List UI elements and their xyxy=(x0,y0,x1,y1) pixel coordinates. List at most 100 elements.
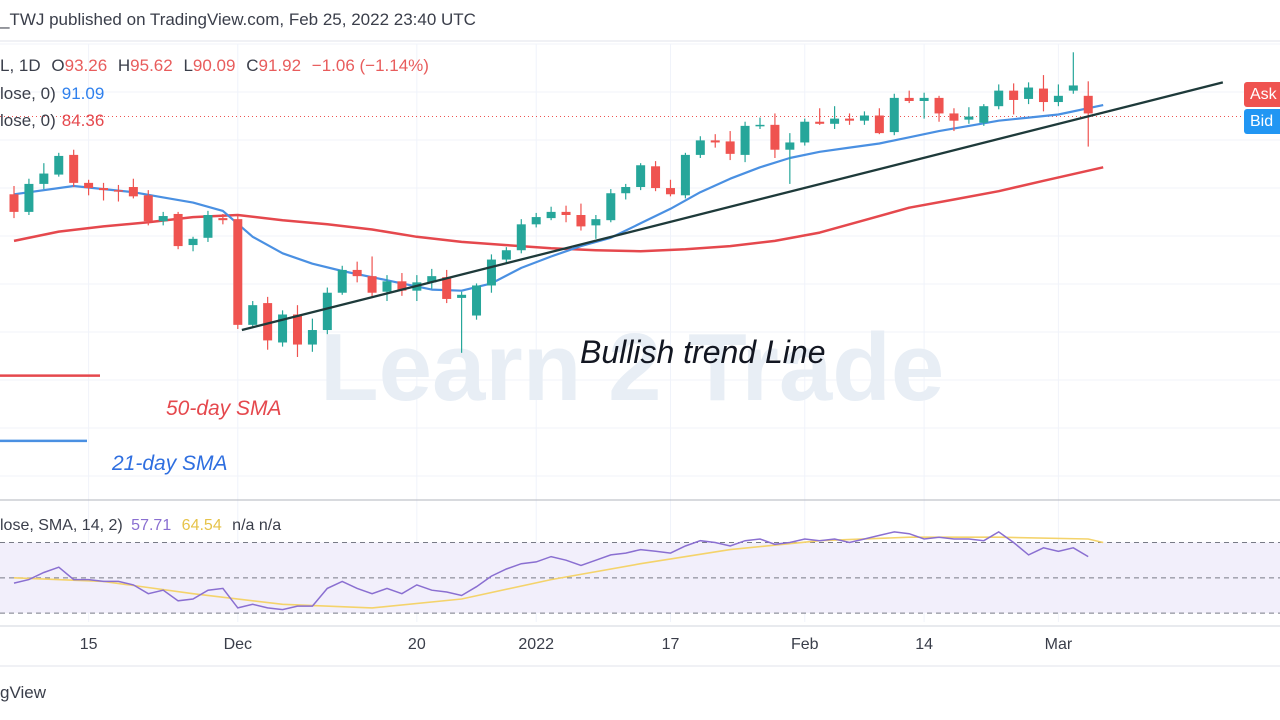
rsi-na: n/a n/a xyxy=(232,517,282,534)
candle-body xyxy=(874,115,884,134)
candle xyxy=(501,247,511,264)
candle-body xyxy=(770,124,780,150)
candle-body xyxy=(501,250,511,260)
candle-body xyxy=(84,182,94,189)
candle-body xyxy=(292,314,302,345)
candle-body xyxy=(278,314,288,343)
candle xyxy=(919,92,929,119)
ohlc-legend: L, 1D O93.26 H95.62 L90.09 C91.92 −1.06 … xyxy=(0,56,429,76)
candle xyxy=(770,113,780,158)
candle xyxy=(352,261,362,283)
candle xyxy=(531,212,541,228)
candle-body xyxy=(919,97,929,101)
candle-body xyxy=(203,215,213,238)
candle xyxy=(979,104,989,126)
candle xyxy=(934,95,944,122)
candle xyxy=(39,163,49,190)
candle xyxy=(949,108,959,132)
candle-body xyxy=(99,188,109,191)
candle-body xyxy=(442,277,452,299)
candle xyxy=(457,291,467,353)
candle xyxy=(173,211,183,250)
low-label: L xyxy=(183,56,193,75)
candle-body xyxy=(1068,85,1078,91)
rsi-pane xyxy=(0,531,1280,614)
candle xyxy=(621,183,631,200)
candle xyxy=(203,210,213,242)
candle-body xyxy=(143,195,153,222)
candle xyxy=(561,205,571,223)
candle-body xyxy=(859,115,869,121)
candle xyxy=(1083,81,1093,147)
candle-body xyxy=(531,217,541,225)
sma50-annotation: 50-day SMA xyxy=(166,397,282,420)
candle-body xyxy=(516,224,526,251)
candle xyxy=(1053,84,1063,107)
time-axis-label: Feb xyxy=(790,636,819,653)
candle xyxy=(1024,82,1034,105)
candle xyxy=(292,305,302,357)
sma21-annotation: 21-day SMA xyxy=(112,452,228,475)
ma50-legend-value: 84.36 xyxy=(61,111,105,130)
candle-body xyxy=(9,194,19,212)
candle-body xyxy=(979,106,989,123)
low-value: 90.09 xyxy=(192,56,236,75)
open-value: 93.26 xyxy=(64,56,108,75)
candle-body xyxy=(1083,95,1093,114)
candle-body xyxy=(263,303,273,341)
rsi-legend-label: lose, SMA, 14, 2) xyxy=(0,517,123,534)
rsi-sma-value: 64.54 xyxy=(181,517,222,534)
candle-body xyxy=(949,113,959,121)
candle-body xyxy=(680,154,690,196)
close-label: C xyxy=(246,56,259,75)
candle xyxy=(576,203,586,231)
candle-body xyxy=(486,259,496,286)
candle-body xyxy=(546,211,556,219)
candle-body xyxy=(695,140,705,155)
candle-body xyxy=(665,188,675,195)
candle-body xyxy=(964,116,974,120)
candle xyxy=(382,275,392,302)
candle-body xyxy=(1009,90,1019,100)
candle-body xyxy=(24,183,34,212)
candles xyxy=(9,52,1093,357)
candle xyxy=(755,117,765,129)
candle xyxy=(128,178,138,199)
high-label: H xyxy=(117,56,131,75)
candle xyxy=(636,163,646,191)
close-value: 91.92 xyxy=(258,56,302,75)
candle xyxy=(606,189,616,223)
candle-body xyxy=(591,219,601,226)
candle-body xyxy=(576,215,586,227)
candle xyxy=(665,179,675,197)
candle-body xyxy=(904,97,914,101)
candle xyxy=(188,236,198,252)
ma21-legend: lose, 0) 91.09 xyxy=(0,84,104,104)
tradingview-footer: gView xyxy=(0,683,46,702)
candle-body xyxy=(561,211,571,215)
learn2trade-watermark: Learn 2 Trade xyxy=(320,314,944,421)
candle-body xyxy=(248,305,258,325)
candle xyxy=(800,118,810,146)
candle-body xyxy=(725,141,735,154)
grid-lines xyxy=(0,40,1280,667)
candle xyxy=(442,269,452,304)
ask-price-pill[interactable]: Ask xyxy=(1244,82,1280,107)
candle xyxy=(278,310,288,347)
candle-body xyxy=(845,118,855,121)
candle-body xyxy=(830,118,840,124)
candle xyxy=(546,206,556,221)
bid-price-pill[interactable]: Bid xyxy=(1244,109,1280,134)
candle-body xyxy=(755,124,765,127)
time-axis-label: Dec xyxy=(223,636,253,653)
symbol-label: L, 1D xyxy=(0,56,41,75)
candle xyxy=(218,213,228,225)
candle-body xyxy=(934,97,944,114)
candle-body xyxy=(307,330,317,345)
candle-body xyxy=(1053,95,1063,103)
sma50-path xyxy=(13,166,1104,253)
candle-body xyxy=(621,187,631,194)
candle-body xyxy=(785,142,795,150)
candle-body xyxy=(740,125,750,155)
